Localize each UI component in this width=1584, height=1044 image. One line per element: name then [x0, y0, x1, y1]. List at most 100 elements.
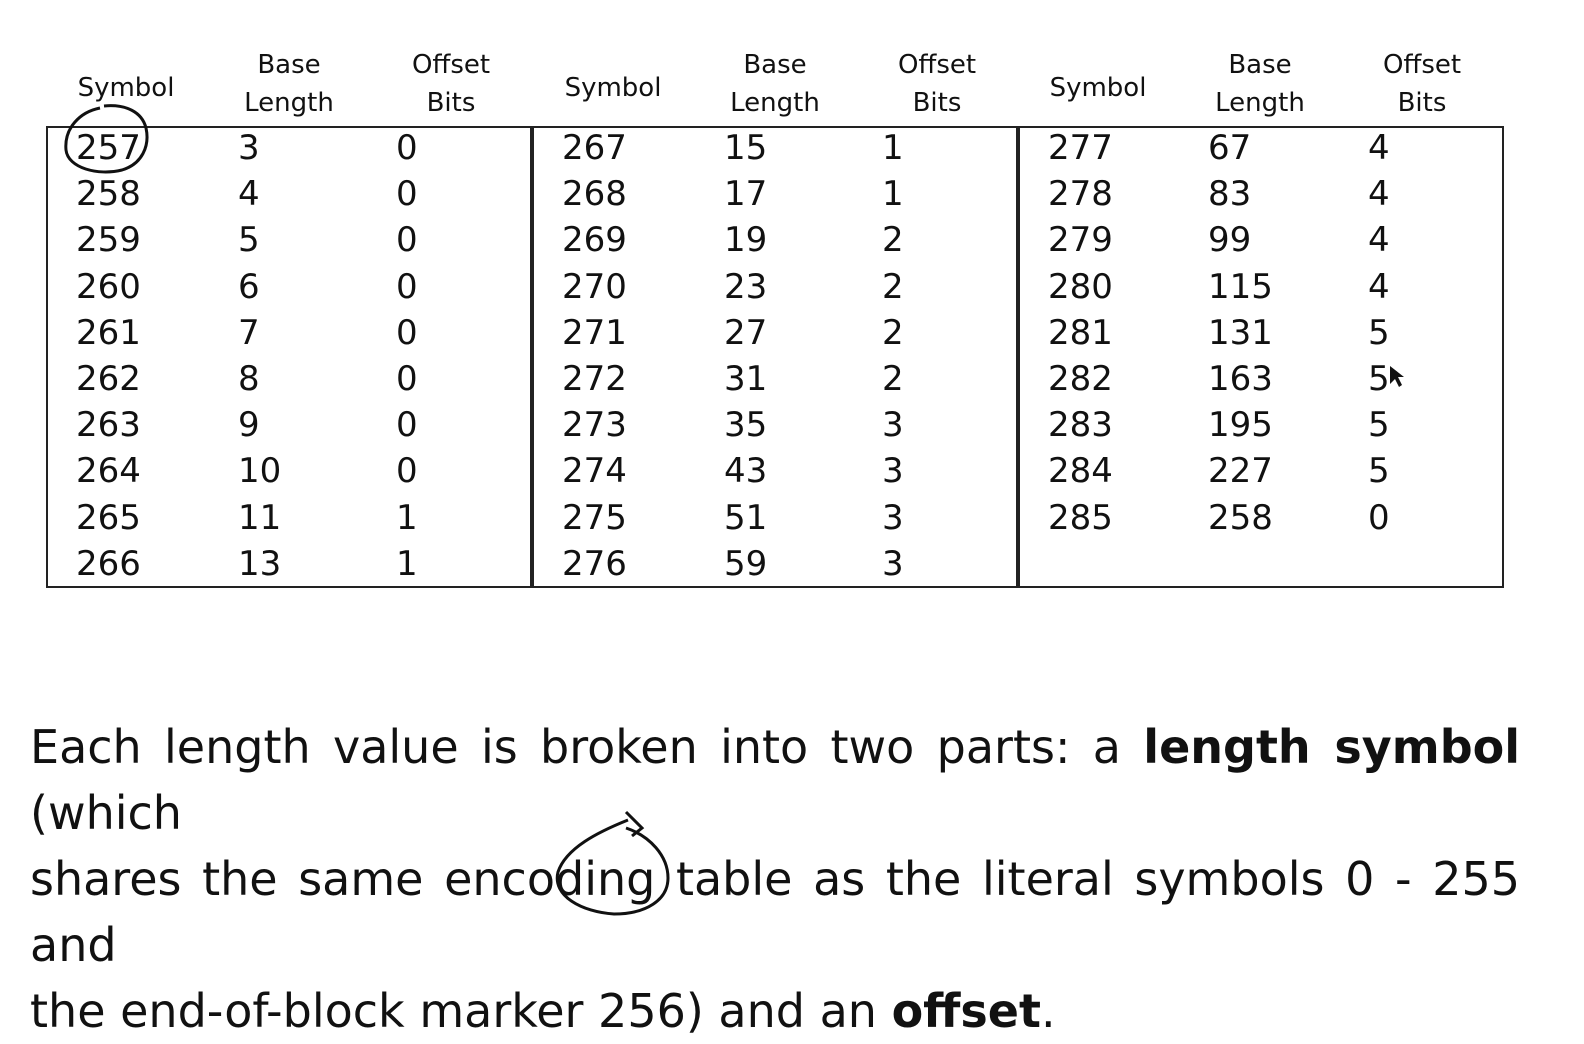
- cell-base-length: 17: [724, 174, 768, 215]
- cell-base-length: 7: [238, 312, 260, 353]
- cell-base-length: 115: [1208, 266, 1273, 307]
- cell-offset-bits: 2: [882, 312, 904, 353]
- cell-symbol: 272: [562, 359, 627, 399]
- header-offset-bits: Offset Bits: [1382, 50, 1462, 118]
- cell-symbol: 263: [76, 405, 141, 446]
- cell-base-length: 8: [238, 359, 260, 399]
- cell-offset-bits: 2: [882, 359, 904, 399]
- cell-base-length: 4: [238, 174, 260, 215]
- cell-symbol: 259: [76, 220, 141, 261]
- cell-base-length: 51: [724, 497, 768, 538]
- cell-offset-bits: 3: [882, 497, 904, 538]
- header-base-length: Base Length: [730, 50, 820, 118]
- cell-base-length: 31: [724, 359, 768, 399]
- cell-symbol: 258: [76, 174, 141, 215]
- cell-base-length: 15: [724, 128, 768, 168]
- cell-symbol: 260: [76, 266, 141, 307]
- cell-base-length: 10: [238, 451, 282, 492]
- cell-offset-bits: 0: [396, 174, 418, 215]
- cell-symbol: 276: [562, 543, 627, 584]
- cell-offset-bits: 4: [1368, 266, 1390, 307]
- cell-symbol: 273: [562, 405, 627, 446]
- header-offset-bits: Offset Bits: [411, 50, 491, 118]
- cell-offset-bits: 0: [396, 266, 418, 307]
- cell-offset-bits: 4: [1368, 220, 1390, 261]
- cell-symbol: 283: [1048, 405, 1113, 446]
- cell-symbol: 261: [76, 312, 141, 353]
- cell-offset-bits: 5: [1368, 359, 1390, 399]
- cell-offset-bits: 0: [1368, 497, 1390, 538]
- cell-base-length: 195: [1208, 405, 1273, 446]
- cell-base-length: 19: [724, 220, 768, 261]
- cell-base-length: 6: [238, 266, 260, 307]
- cell-offset-bits: 1: [882, 128, 904, 168]
- cell-symbol: 266: [76, 543, 141, 584]
- cell-offset-bits: 1: [396, 497, 418, 538]
- cell-offset-bits: 0: [396, 359, 418, 399]
- cell-base-length: 5: [238, 220, 260, 261]
- cell-base-length: 27: [724, 312, 768, 353]
- cell-base-length: 13: [238, 543, 282, 584]
- cell-offset-bits: 5: [1368, 405, 1390, 446]
- cell-symbol: 257: [76, 128, 141, 168]
- cell-offset-bits: 0: [396, 312, 418, 353]
- table-group-1: [46, 126, 532, 588]
- cell-symbol: 282: [1048, 359, 1113, 399]
- paragraph-line-2: shares the same encoding table as the li…: [30, 852, 1520, 972]
- paragraph-line-3: the end-of-block marker 256) and an offs…: [30, 984, 1056, 1038]
- cell-symbol: 280: [1048, 266, 1113, 307]
- cell-base-length: 163: [1208, 359, 1273, 399]
- cell-offset-bits: 2: [882, 266, 904, 307]
- header-symbol: Symbol: [77, 73, 175, 103]
- cell-symbol: 264: [76, 451, 141, 492]
- cell-offset-bits: 1: [882, 174, 904, 215]
- cell-base-length: 3: [238, 128, 260, 168]
- cell-offset-bits: 5: [1368, 451, 1390, 492]
- cell-base-length: 67: [1208, 128, 1252, 168]
- cell-offset-bits: 0: [396, 220, 418, 261]
- header-offset-bits: Offset Bits: [897, 50, 977, 118]
- header-base-length: Base Length: [244, 50, 334, 118]
- cell-symbol: 269: [562, 220, 627, 261]
- cell-base-length: 131: [1208, 312, 1273, 353]
- cell-symbol: 285: [1048, 497, 1113, 538]
- cell-symbol: 268: [562, 174, 627, 215]
- cell-base-length: 227: [1208, 451, 1273, 492]
- cell-base-length: 258: [1208, 497, 1273, 538]
- cell-symbol: 277: [1048, 128, 1113, 168]
- cell-offset-bits: 2: [882, 220, 904, 261]
- cell-base-length: 43: [724, 451, 768, 492]
- table-group-3: [1018, 126, 1504, 588]
- cell-offset-bits: 0: [396, 405, 418, 446]
- cell-symbol: 271: [562, 312, 627, 353]
- cell-symbol: 279: [1048, 220, 1113, 261]
- term-offset: offset: [891, 984, 1041, 1038]
- cell-base-length: 99: [1208, 220, 1252, 261]
- cell-symbol: 278: [1048, 174, 1113, 215]
- cell-offset-bits: 3: [882, 405, 904, 446]
- table-group-2: [532, 126, 1018, 588]
- header-base-length: Base Length: [1215, 50, 1305, 118]
- explanation-paragraph: Each length value is broken into two par…: [30, 714, 1520, 1044]
- header-symbol: Symbol: [564, 73, 662, 103]
- cell-offset-bits: 1: [396, 543, 418, 584]
- cell-symbol: 262: [76, 359, 141, 399]
- cell-symbol: 281: [1048, 312, 1113, 353]
- cell-symbol: 275: [562, 497, 627, 538]
- cell-offset-bits: 0: [396, 451, 418, 492]
- cell-offset-bits: 3: [882, 451, 904, 492]
- cell-base-length: 11: [238, 497, 282, 538]
- header-symbol: Symbol: [1049, 73, 1147, 103]
- cell-offset-bits: 0: [396, 128, 418, 168]
- cell-symbol: 265: [76, 497, 141, 538]
- cell-base-length: 35: [724, 405, 768, 446]
- cell-base-length: 83: [1208, 174, 1252, 215]
- cell-offset-bits: 5: [1368, 312, 1390, 353]
- paragraph-line-1: Each length value is broken into two par…: [30, 720, 1520, 840]
- cell-symbol: 274: [562, 451, 627, 492]
- cell-symbol: 284: [1048, 451, 1113, 492]
- cell-base-length: 23: [724, 266, 768, 307]
- cell-offset-bits: 4: [1368, 174, 1390, 215]
- cell-base-length: 9: [238, 405, 260, 446]
- cell-symbol: 267: [562, 128, 627, 168]
